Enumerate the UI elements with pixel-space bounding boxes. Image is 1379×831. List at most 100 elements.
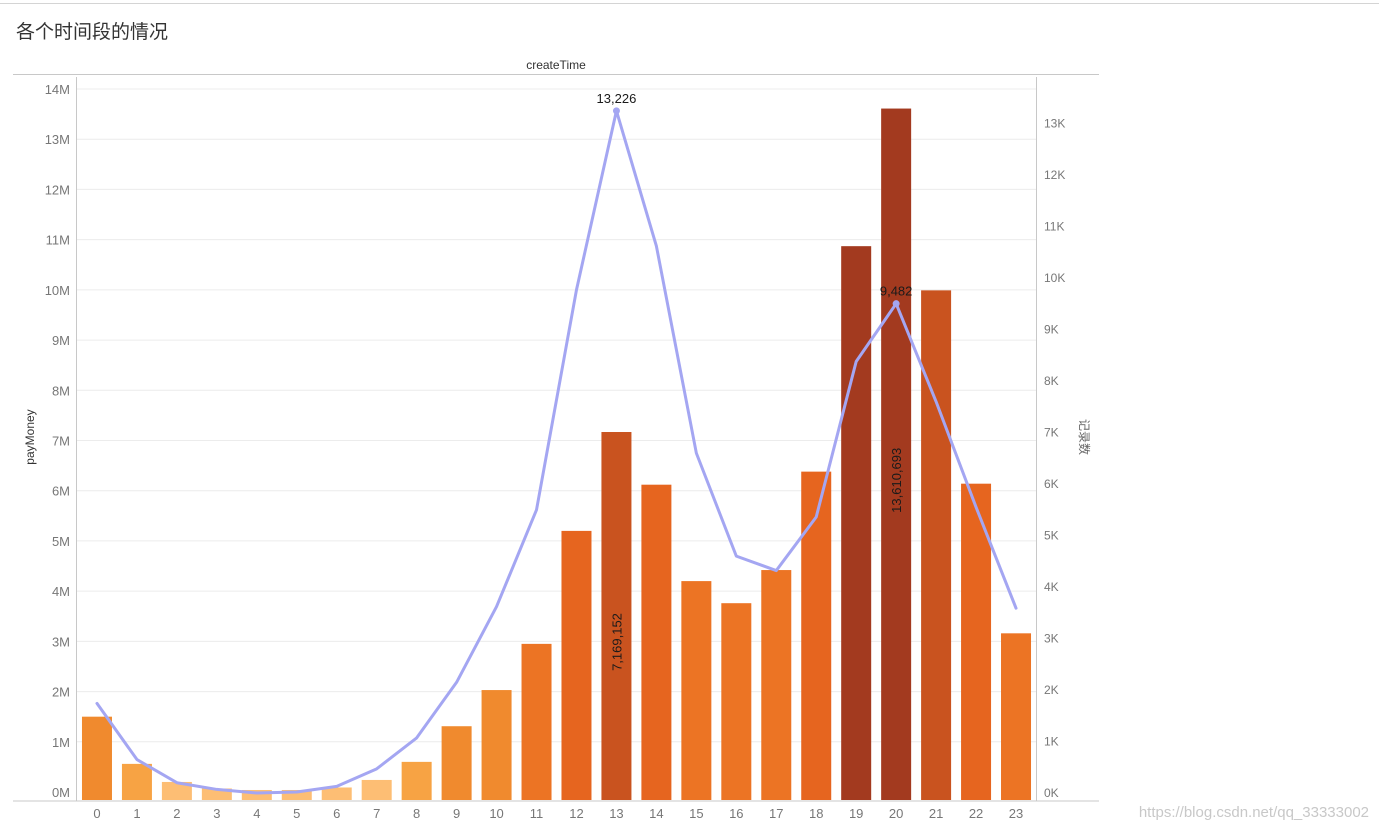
line-point [495, 605, 498, 608]
x-tick-label: 4 [253, 806, 260, 821]
x-tick-label: 14 [649, 806, 663, 821]
line-point [95, 702, 98, 705]
y-tick-label-left: 10M [45, 283, 70, 298]
y-tick-label-left: 8M [52, 383, 70, 398]
line-data-label: 9,482 [880, 284, 913, 299]
x-tick-label: 16 [729, 806, 743, 821]
bar [641, 484, 672, 800]
column-header-label: createTime [526, 58, 586, 72]
line-point [935, 400, 938, 403]
x-tick-label: 8 [413, 806, 420, 821]
line-point [815, 515, 818, 518]
x-tick-label: 9 [453, 806, 460, 821]
x-tick-label: 19 [849, 806, 863, 821]
y-tick-label-left: 1M [52, 735, 70, 750]
y-tick-label-left: 11M [46, 233, 70, 248]
y-tick-label-right: 2K [1044, 683, 1059, 697]
x-tick-label: 0 [93, 806, 100, 821]
y-tick-label-left: 12M [45, 182, 70, 197]
y-tick-label-right: 1K [1044, 735, 1059, 749]
bar [161, 781, 192, 800]
y-tick-label-right: 11K [1044, 220, 1064, 234]
bar [561, 530, 592, 800]
line-point [455, 681, 458, 684]
x-tick-label: 21 [929, 806, 943, 821]
y-tick-label-right: 9K [1044, 323, 1059, 337]
page-title: 各个时间段的情况 [16, 21, 169, 43]
x-tick-label: 11 [530, 806, 544, 821]
line-point [1015, 607, 1018, 610]
x-tick-label: 17 [769, 806, 783, 821]
y-tick-label-right: 13K [1044, 117, 1065, 131]
bar [921, 290, 952, 800]
bar [521, 643, 552, 800]
line-point [695, 452, 698, 455]
x-tick-label: 3 [213, 806, 220, 821]
line-point [135, 758, 138, 761]
y-tick-label-left: 4M [52, 584, 70, 599]
x-tick-label: 7 [373, 806, 380, 821]
line-point [175, 781, 178, 784]
line-point [215, 788, 218, 791]
line-point [295, 791, 298, 794]
line-point [855, 360, 858, 363]
bar [241, 789, 272, 800]
bar [761, 570, 792, 800]
bar [121, 763, 152, 800]
bar [1001, 633, 1032, 800]
bar [481, 690, 512, 800]
x-tick-label: 2 [173, 806, 180, 821]
x-tick-label: 6 [333, 806, 340, 821]
x-tick-label: 22 [969, 806, 983, 821]
y-tick-label-right: 3K [1044, 632, 1059, 646]
x-tick-label: 10 [489, 806, 503, 821]
y-tick-label-left: 7M [52, 434, 70, 449]
line-point [575, 288, 578, 291]
y-tick-label-right: 12K [1044, 168, 1065, 182]
y-tick-label-left: 14M [45, 82, 70, 97]
line-point [375, 767, 378, 770]
y-tick-label-right: 8K [1044, 374, 1059, 388]
line-point [735, 555, 738, 558]
bar [681, 581, 712, 800]
x-tick-label: 20 [889, 806, 903, 821]
watermark-text: https://blog.csdn.net/qq_33333002 [1138, 804, 1369, 821]
bar [841, 246, 872, 800]
y-tick-label-left: 3M [52, 634, 70, 649]
line-data-label: 13,226 [597, 91, 637, 106]
y-tick-label-right: 5K [1044, 529, 1059, 543]
bar-data-label: 13,610,693 [889, 448, 904, 513]
y-tick-label-right: 7K [1044, 426, 1059, 440]
y-tick-label-left: 6M [52, 484, 70, 499]
bar [601, 432, 632, 800]
line-point [775, 569, 778, 572]
bar [401, 761, 432, 800]
bar [281, 789, 312, 800]
line-point [335, 785, 338, 788]
y-tick-label-left: 2M [52, 685, 70, 700]
line-point [975, 506, 978, 509]
line-point [255, 792, 258, 795]
bar [441, 726, 472, 800]
top-divider [0, 3, 1379, 4]
y-tick-label-left: 9M [52, 333, 70, 348]
line-marker [612, 107, 620, 115]
line-point [535, 508, 538, 511]
bar [201, 788, 232, 800]
y-tick-label-right: 10K [1044, 271, 1065, 285]
y-axis-title-right: 记录数 [1077, 419, 1092, 455]
bar [801, 471, 832, 800]
y-axis-title-left: payMoney [23, 409, 37, 464]
y-tick-label-right: 4K [1044, 580, 1059, 594]
chart-column-header: createTime [13, 56, 1099, 75]
bar [361, 779, 392, 800]
x-tick-label: 12 [569, 806, 583, 821]
x-tick-label: 15 [689, 806, 703, 821]
bar [721, 603, 752, 800]
bar [321, 787, 352, 800]
y-tick-label-right: 6K [1044, 477, 1059, 491]
y-tick-label-left: 0M [52, 785, 70, 800]
x-tick-label: 5 [293, 806, 300, 821]
y-tick-label-right: 0K [1044, 786, 1059, 800]
